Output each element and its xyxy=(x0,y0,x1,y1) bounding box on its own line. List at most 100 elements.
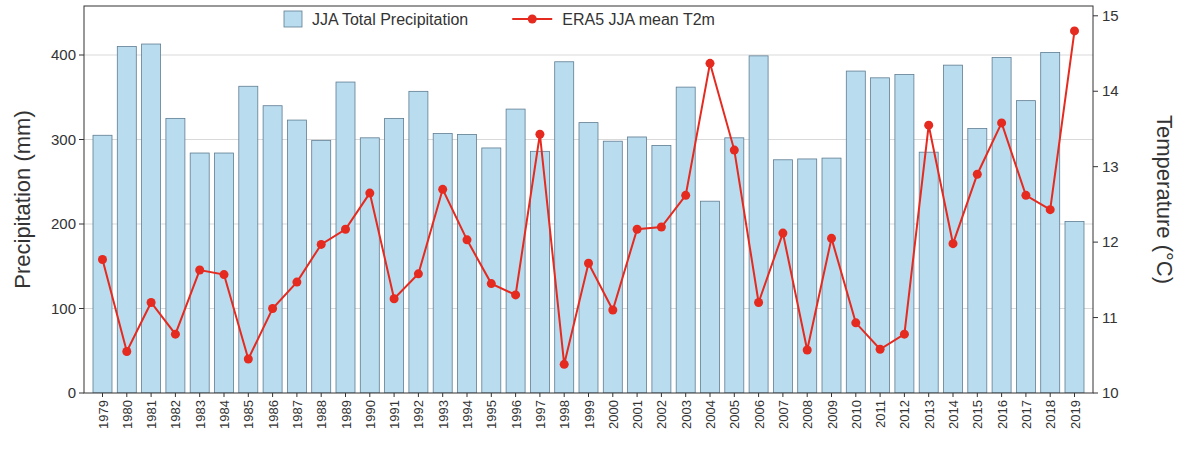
tick xyxy=(296,393,297,397)
bar xyxy=(798,159,817,393)
tick xyxy=(880,393,881,397)
bar xyxy=(1041,52,1060,393)
tick xyxy=(928,393,929,397)
bar xyxy=(992,58,1011,393)
bar xyxy=(846,71,865,393)
bar xyxy=(603,141,622,393)
tick-label: 2006 xyxy=(752,400,767,429)
tick-label: 2011 xyxy=(873,400,888,428)
tick xyxy=(564,393,565,397)
marker xyxy=(876,345,885,354)
tick xyxy=(539,393,540,397)
tick xyxy=(79,393,84,394)
tick xyxy=(734,393,735,397)
marker xyxy=(268,304,277,313)
tick xyxy=(1093,242,1098,243)
marker xyxy=(657,223,666,232)
tick-label: 2014 xyxy=(946,400,961,429)
tick-label: 1980 xyxy=(120,400,135,429)
tick xyxy=(782,393,783,397)
bar xyxy=(190,153,209,393)
marker xyxy=(463,235,472,244)
line xyxy=(103,31,1075,364)
tick-label: 1985 xyxy=(241,400,256,429)
marker xyxy=(681,191,690,200)
tick xyxy=(224,393,225,397)
tick xyxy=(175,393,176,397)
marker xyxy=(973,170,982,179)
bar xyxy=(628,137,647,393)
tick-label: 2009 xyxy=(825,400,840,429)
tick xyxy=(515,393,516,397)
bar xyxy=(725,138,744,393)
tick xyxy=(79,308,84,309)
bar xyxy=(312,140,331,393)
tick xyxy=(661,393,662,397)
plot-frame xyxy=(84,6,1093,393)
bar xyxy=(458,134,477,393)
tick-label: 1989 xyxy=(339,400,354,429)
tick xyxy=(1093,91,1098,92)
legend-swatch xyxy=(528,15,537,24)
axis-title: Precipitation (mm) xyxy=(10,110,35,288)
tick xyxy=(612,393,613,397)
tick-label: 2015 xyxy=(970,400,985,429)
tick xyxy=(272,393,273,397)
tick-label: 1990 xyxy=(363,400,378,429)
tick xyxy=(1093,166,1098,167)
bar xyxy=(287,120,306,393)
tick-label: 2004 xyxy=(703,400,718,429)
tick-label: 2019 xyxy=(1068,400,1083,429)
grid-line xyxy=(84,55,1093,56)
bar xyxy=(166,118,185,393)
tick-label: 0 xyxy=(68,384,76,401)
marker xyxy=(511,290,520,299)
tick-label: 1994 xyxy=(460,400,475,429)
marker xyxy=(584,259,593,268)
tick-label: 2001 xyxy=(630,400,645,429)
tick xyxy=(467,393,468,397)
bar xyxy=(652,145,671,393)
tick-label: 2002 xyxy=(654,400,669,429)
tick-label: 1995 xyxy=(484,400,499,429)
tick-label: 2010 xyxy=(849,400,864,429)
bar xyxy=(93,135,112,393)
tick-label: 2000 xyxy=(606,400,621,429)
marker xyxy=(1021,191,1030,200)
tick xyxy=(1093,393,1098,394)
marker xyxy=(997,118,1006,127)
marker xyxy=(900,330,909,339)
marker xyxy=(147,298,156,307)
marker xyxy=(487,279,496,288)
tick xyxy=(79,224,84,225)
marker xyxy=(851,318,860,327)
tick-label: 2017 xyxy=(1019,400,1034,429)
tick-label: 2007 xyxy=(776,400,791,429)
tick-label: 11 xyxy=(1102,309,1118,326)
tick xyxy=(977,393,978,397)
marks xyxy=(93,26,1084,393)
tick-label: 1982 xyxy=(168,400,183,429)
tick xyxy=(126,393,127,397)
bar xyxy=(530,151,549,393)
tick xyxy=(345,393,346,397)
tick-label: 13 xyxy=(1102,158,1119,175)
marker xyxy=(341,225,350,234)
tick xyxy=(79,55,84,56)
marker xyxy=(390,294,399,303)
tick xyxy=(248,393,249,397)
tick xyxy=(79,139,84,140)
tick-label: 1988 xyxy=(314,400,329,429)
marker xyxy=(608,306,617,315)
tick xyxy=(758,393,759,397)
marker xyxy=(535,130,544,139)
marker xyxy=(706,59,715,68)
tick-label: 1991 xyxy=(387,400,402,429)
tick xyxy=(1025,393,1026,397)
tick xyxy=(321,393,322,397)
tick xyxy=(953,393,954,397)
marker xyxy=(633,225,642,234)
tick-label: 2008 xyxy=(800,400,815,429)
marker xyxy=(414,269,423,278)
bar xyxy=(968,129,987,393)
